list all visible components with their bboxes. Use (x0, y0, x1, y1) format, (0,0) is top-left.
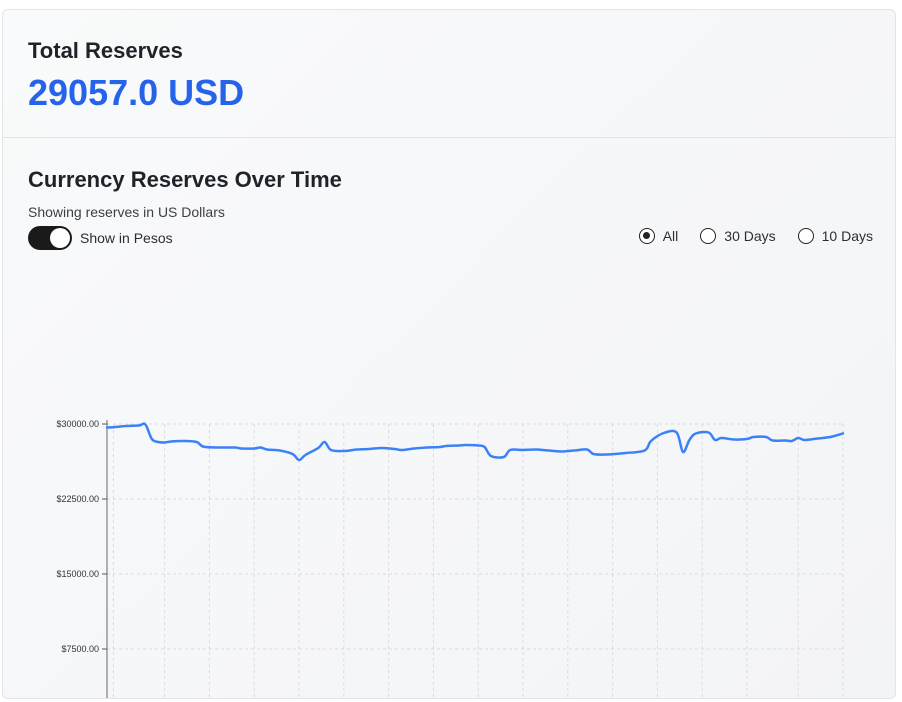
currency-toggle-row: Show in Pesos (28, 226, 173, 250)
range-radio-group: All 30 Days 10 Days (617, 228, 873, 244)
radio-10-days-circle[interactable] (797, 228, 814, 244)
chart-subtitle: Showing reserves in US Dollars (28, 204, 225, 220)
total-reserves-value: 29057.0 USD (28, 72, 245, 113)
chart-title: Currency Reserves Over Time (28, 167, 342, 192)
reserves-card: Total Reserves 29057.0 USD Currency Rese… (2, 9, 896, 699)
reserves-line-chart: $0.00$7500.00$15000.00$22500.00$30000.00… (56, 419, 845, 698)
y-tick-label: $30000.00 (56, 419, 99, 429)
radio-30-days-circle[interactable] (700, 228, 717, 244)
reserves-series-line (105, 422, 845, 462)
range-radio-30-days[interactable]: 30 Days (700, 228, 776, 244)
radio-30-days-label: 30 Days (724, 228, 776, 244)
y-tick-label: $22500.00 (56, 494, 99, 504)
y-tick-label: $7500.00 (61, 644, 99, 654)
range-radio-all[interactable]: All (638, 228, 679, 244)
total-reserves-title: Total Reserves (28, 38, 183, 63)
show-in-pesos-switch[interactable] (28, 226, 72, 250)
switch-knob (50, 228, 70, 248)
range-radio-10-days[interactable]: 10 Days (797, 228, 873, 244)
total-reserves-panel: Total Reserves 29057.0 USD (3, 10, 895, 138)
radio-10-days-label: 10 Days (821, 228, 873, 244)
y-tick-label: $15000.00 (56, 569, 99, 579)
radio-all-label: All (662, 228, 679, 244)
radio-all-circle[interactable] (638, 228, 655, 244)
show-in-pesos-label: Show in Pesos (80, 230, 173, 246)
